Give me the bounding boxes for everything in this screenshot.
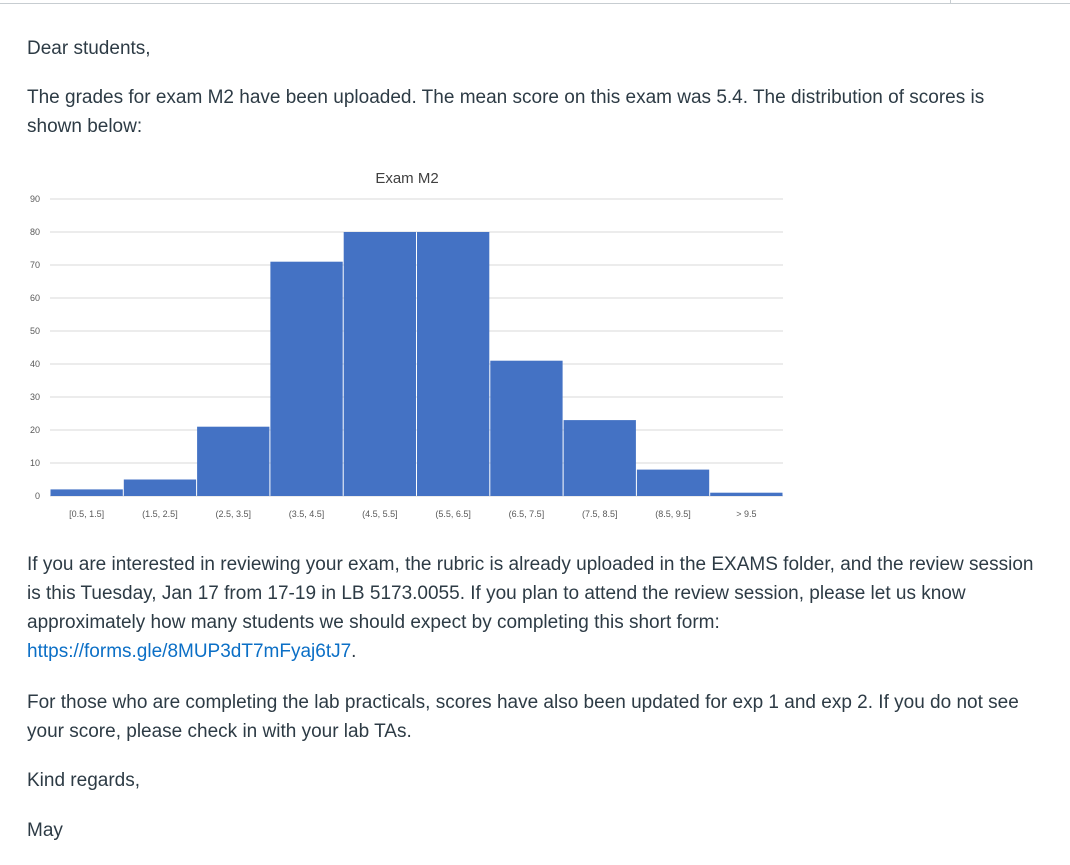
- y-tick-label: 10: [30, 458, 40, 468]
- bar: [417, 232, 490, 496]
- bar: [50, 489, 123, 496]
- x-tick-label: [0.5, 1.5]: [69, 509, 104, 519]
- bar: [197, 426, 270, 496]
- y-tick-label: 0: [35, 491, 40, 501]
- review-text: If you are interested in reviewing your …: [27, 554, 1034, 633]
- greeting: Dear students,: [27, 38, 151, 59]
- chart-title: Exam M2: [375, 170, 438, 187]
- x-axis-ticks: [0.5, 1.5] (1.5, 2.5] (2.5, 3.5] (3.5, 4.5]…: [69, 509, 756, 519]
- bar: [270, 261, 343, 496]
- bar: [710, 492, 783, 496]
- top-divider-tick: [950, 0, 951, 4]
- y-tick-label: 50: [30, 326, 40, 336]
- intro-paragraph: The grades for exam M2 have been uploade…: [27, 87, 985, 137]
- lab-paragraph: For those who are completing the lab pra…: [27, 692, 1019, 742]
- x-tick-label: (6.5, 7.5]: [509, 509, 545, 519]
- x-tick-label: (3.5, 4.5]: [289, 509, 325, 519]
- closing: Kind regards,: [27, 770, 141, 791]
- y-tick-label: 20: [30, 425, 40, 435]
- review-paragraph: If you are interested in reviewing your …: [27, 550, 1037, 666]
- y-tick-label: 40: [30, 359, 40, 369]
- x-tick-label: (2.5, 3.5]: [215, 509, 251, 519]
- bar: [563, 420, 636, 496]
- y-tick-label: 60: [30, 293, 40, 303]
- bar: [490, 360, 563, 496]
- y-tick-label: 70: [30, 260, 40, 270]
- x-tick-label: (7.5, 8.5]: [582, 509, 618, 519]
- chart-bars: [50, 232, 783, 496]
- y-tick-label: 80: [30, 227, 40, 237]
- y-tick-label: 30: [30, 392, 40, 402]
- top-divider: [0, 3, 1070, 4]
- review-period: .: [351, 641, 357, 662]
- bar: [343, 232, 416, 496]
- form-link[interactable]: https://forms.gle/8MUP3dT7mFyaj6tJ7: [27, 641, 352, 662]
- x-tick-label: (4.5, 5.5]: [362, 509, 398, 519]
- y-axis-ticks: 0 10 20 30 40 50 60 70 80 90: [30, 194, 40, 501]
- x-tick-label: > 9.5: [736, 509, 756, 519]
- x-tick-label: (8.5, 9.5]: [655, 509, 691, 519]
- bar: [636, 469, 710, 496]
- bar: [123, 479, 197, 496]
- signature: May: [27, 820, 63, 841]
- chart-gridlines: [50, 198, 783, 497]
- y-tick-label: 90: [30, 194, 40, 204]
- x-tick-label: (1.5, 2.5]: [142, 509, 178, 519]
- x-tick-label: (5.5, 6.5]: [435, 509, 471, 519]
- exam-histogram-chart: Exam M2 0 10 20 30 40 50 60 70 80 90 [0.5, 1.5] (1…: [30, 170, 783, 519]
